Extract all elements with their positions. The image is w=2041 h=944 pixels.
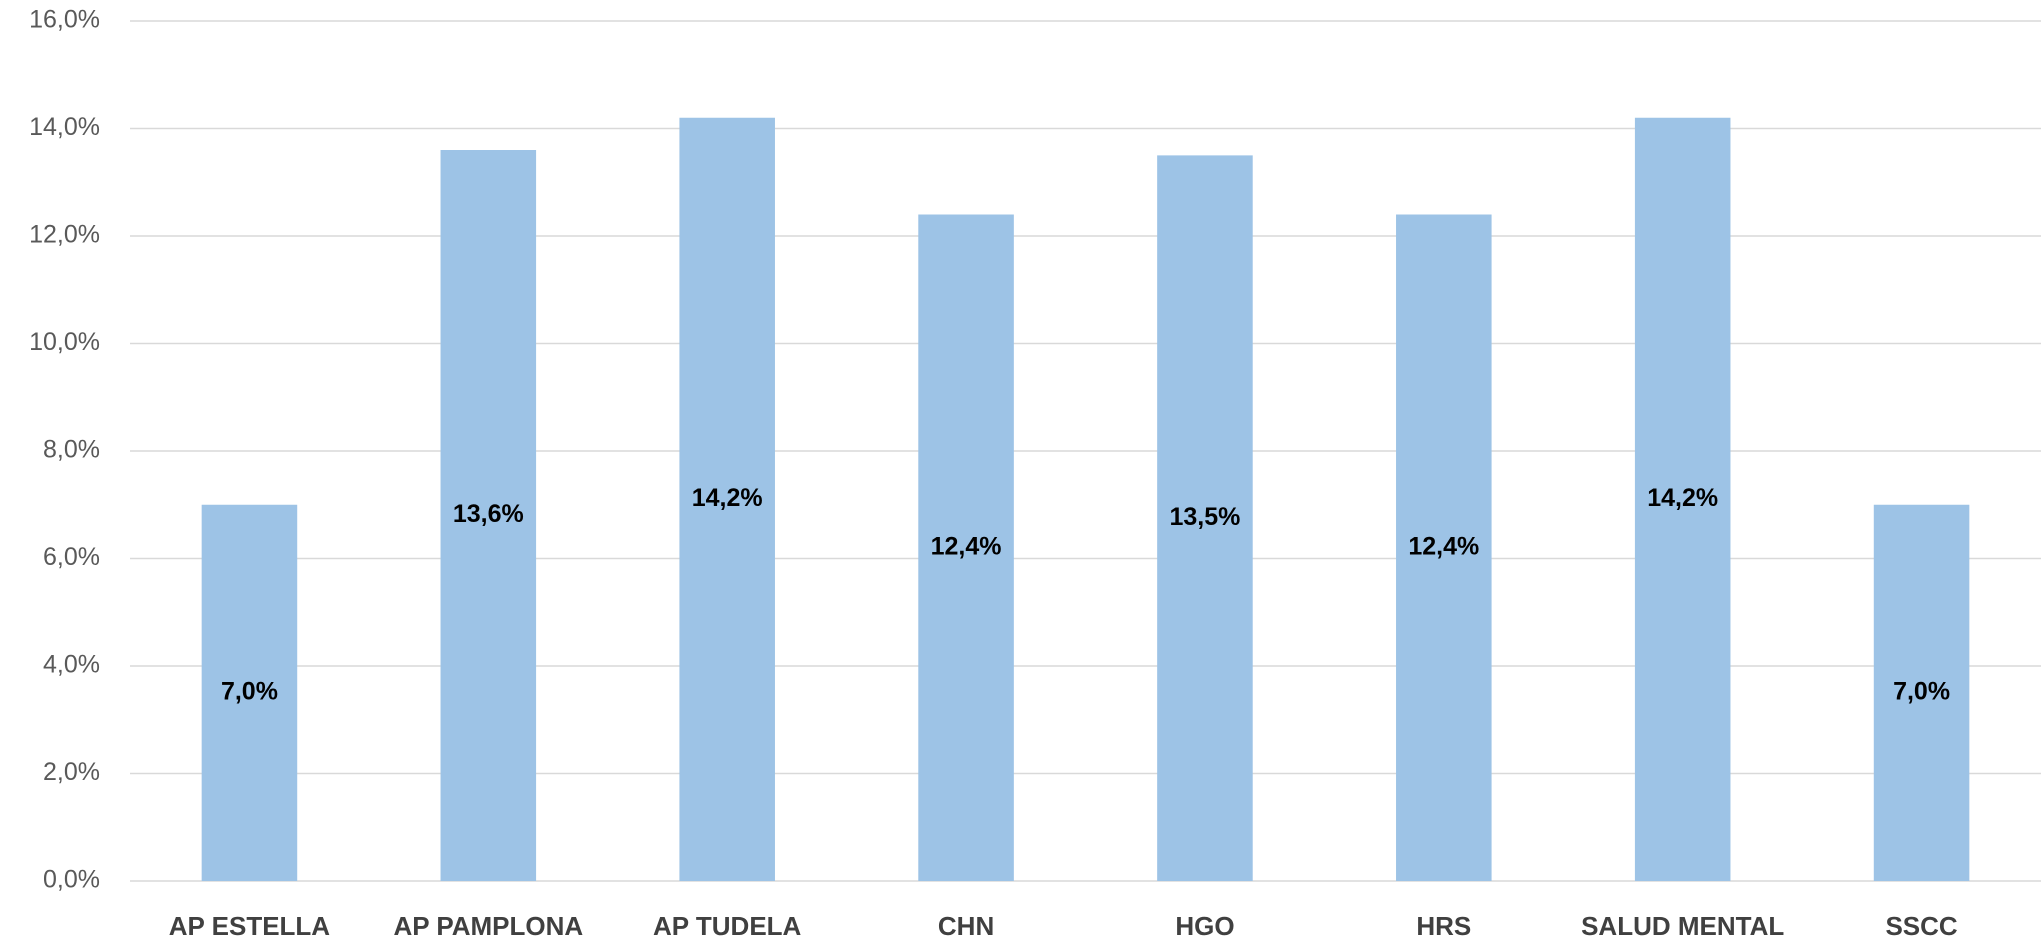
bar [1157, 155, 1253, 881]
data-label: 12,4% [931, 532, 1002, 560]
data-label: 12,4% [1408, 532, 1479, 560]
x-tick-label: AP PAMPLONA [393, 911, 583, 941]
x-tick-label: HRS [1416, 911, 1471, 941]
y-tick-label: 4,0% [43, 651, 100, 679]
data-label: 14,2% [692, 484, 763, 512]
y-tick-label: 16,0% [29, 6, 100, 34]
x-tick-label: SALUD MENTAL [1581, 911, 1784, 941]
y-tick-label: 10,0% [29, 328, 100, 356]
y-tick-label: 14,0% [29, 113, 100, 141]
y-tick-label: 2,0% [43, 758, 100, 786]
data-label: 7,0% [1893, 677, 1950, 705]
data-label: 7,0% [221, 677, 278, 705]
bar [918, 214, 1014, 881]
bar [440, 150, 537, 881]
bar [201, 504, 298, 881]
data-label: 13,5% [1169, 503, 1240, 531]
x-tick-label: SSCC [1885, 911, 1957, 941]
y-tick-label: 8,0% [43, 436, 100, 464]
data-label: 14,2% [1647, 484, 1718, 512]
x-tick-label: AP ESTELLA [169, 911, 331, 941]
bar [679, 117, 775, 881]
y-tick-label: 12,0% [29, 221, 100, 249]
data-label: 13,6% [453, 500, 524, 528]
bar [1873, 504, 1970, 881]
bar [1396, 214, 1492, 881]
y-tick-label: 0,0% [43, 866, 100, 894]
y-tick-label: 6,0% [43, 543, 100, 571]
x-tick-label: CHN [938, 911, 994, 941]
bar [1634, 117, 1731, 881]
x-tick-label: AP TUDELA [653, 911, 802, 941]
x-tick-label: HGO [1175, 911, 1234, 941]
